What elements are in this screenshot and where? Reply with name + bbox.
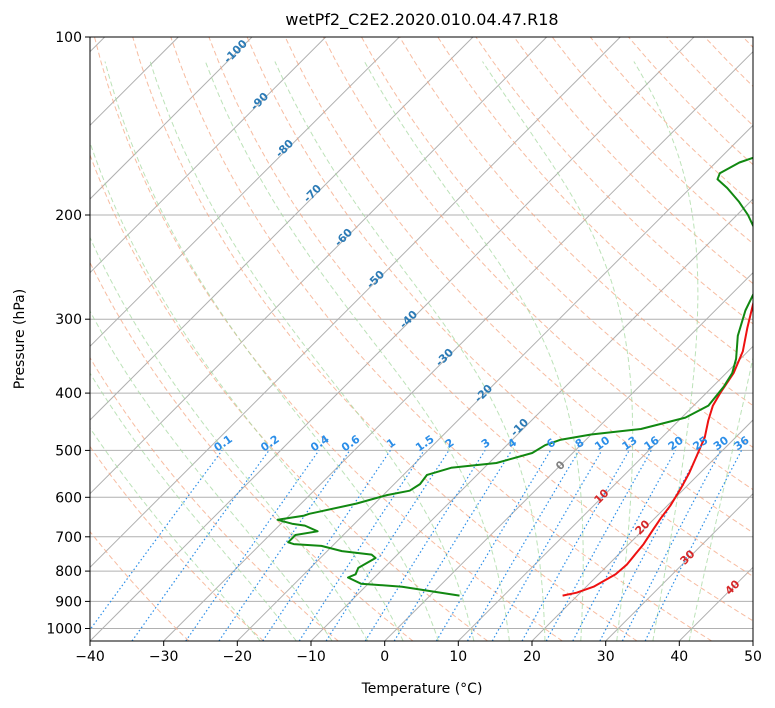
grid-layer <box>90 37 753 641</box>
dry-adiabat-line <box>399 37 753 407</box>
x-tick-label: 30 <box>597 649 615 665</box>
dry-adiabat-line <box>170 37 712 641</box>
mixing-ratio-line <box>298 450 425 641</box>
mixing-ratio-line <box>621 450 722 641</box>
dry-adiabat-line <box>208 37 753 622</box>
y-tick-label: 100 <box>55 30 82 46</box>
dry-adiabat-line <box>513 37 753 285</box>
chart-title: wetPf2_C2E2.2020.010.04.47.R18 <box>285 10 558 30</box>
isotherm-line <box>90 37 253 200</box>
y-tick-label: 500 <box>55 443 82 459</box>
moist-adiabat-line <box>482 61 634 641</box>
moist-adiabat-line <box>149 61 475 641</box>
dry-adiabat-line <box>90 445 264 641</box>
isotherm-line <box>236 124 753 641</box>
dry-adiabat-line <box>90 261 414 641</box>
dry-adiabat-line <box>284 37 753 534</box>
background-lines <box>90 37 753 641</box>
y-tick-label: 200 <box>55 208 82 224</box>
moist-adiabat-line <box>633 61 699 641</box>
moist-adiabat-line <box>90 236 369 641</box>
dry-adiabat-line <box>322 37 753 491</box>
mixing-ratio-line <box>185 450 320 641</box>
isotherm-line <box>90 37 400 348</box>
moist-adiabat-line <box>274 61 546 641</box>
mixing-ratio-line <box>572 450 677 641</box>
x-tick-label: 0 <box>380 649 389 665</box>
y-tick-label: 300 <box>55 312 82 328</box>
y-tick-label: 600 <box>55 490 82 506</box>
moist-adiabat-line <box>204 61 510 641</box>
isotherm-line <box>163 50 753 641</box>
moist-adiabat-line <box>90 372 297 641</box>
axis-ticks: −40 −30 −20 −10 0 10 20 30 40 50 100 200 300 400 500 60… <box>46 30 762 665</box>
dry-adiabat-line <box>437 37 753 366</box>
mixing-ratio-line <box>545 450 652 641</box>
moist-adiabat-line <box>104 61 439 641</box>
moist-adiabat-line <box>90 310 333 641</box>
dry-adiabat-line <box>132 37 638 641</box>
x-tick-label: −20 <box>223 649 253 665</box>
y-tick-label: 400 <box>55 386 82 402</box>
x-tick-label: 20 <box>523 649 541 665</box>
plot-background <box>90 37 753 641</box>
y-tick-label: 700 <box>55 530 82 546</box>
isotherm-line <box>605 492 753 641</box>
dewpoint-line <box>276 156 753 597</box>
series-layer <box>276 156 753 597</box>
isotherm-line <box>457 345 753 641</box>
isotherm-line <box>531 419 753 641</box>
dry-adiabat-line <box>246 37 753 577</box>
x-tick-label: 10 <box>449 649 467 665</box>
x-tick-label: 40 <box>670 649 688 665</box>
isotherm-line <box>90 37 474 421</box>
dry-adiabat-line <box>90 530 190 641</box>
y-tick-label: 900 <box>55 594 82 610</box>
y-tick-label: 800 <box>55 564 82 580</box>
x-tick-label: −30 <box>149 649 179 665</box>
isotherm-line <box>384 271 753 641</box>
x-tick-label: 50 <box>744 649 762 665</box>
mixing-ratio-line <box>218 450 351 641</box>
mixing-ratio-line <box>325 450 450 641</box>
x-tick-label: −10 <box>296 649 326 665</box>
x-tick-label: −40 <box>75 649 105 665</box>
dry-adiabat-line <box>90 356 339 641</box>
isotherm-line <box>90 37 327 274</box>
y-tick-label: 1000 <box>46 622 82 638</box>
mixing-ratio-line <box>644 450 743 641</box>
mixing-ratio-line <box>393 450 513 641</box>
isotherm-line <box>90 37 695 641</box>
mixing-ratio-line <box>262 450 391 641</box>
mixing-ratio-line <box>521 450 630 641</box>
y-axis-label: Pressure (hPa) <box>12 289 28 389</box>
dry-adiabat-line <box>361 37 753 448</box>
plot-frame <box>89 36 754 642</box>
isotherm-line <box>90 37 548 495</box>
moist-adiabat-line <box>688 355 753 641</box>
dry-adiabat-line <box>90 153 488 641</box>
dry-adiabat-line <box>94 37 563 641</box>
moist-adiabat-line <box>363 61 584 641</box>
x-axis-label: Temperature (°C) <box>361 681 483 697</box>
mixing-ratio-line <box>131 450 270 641</box>
isotherm-line <box>90 37 621 569</box>
mixing-ratio-line <box>90 450 223 631</box>
